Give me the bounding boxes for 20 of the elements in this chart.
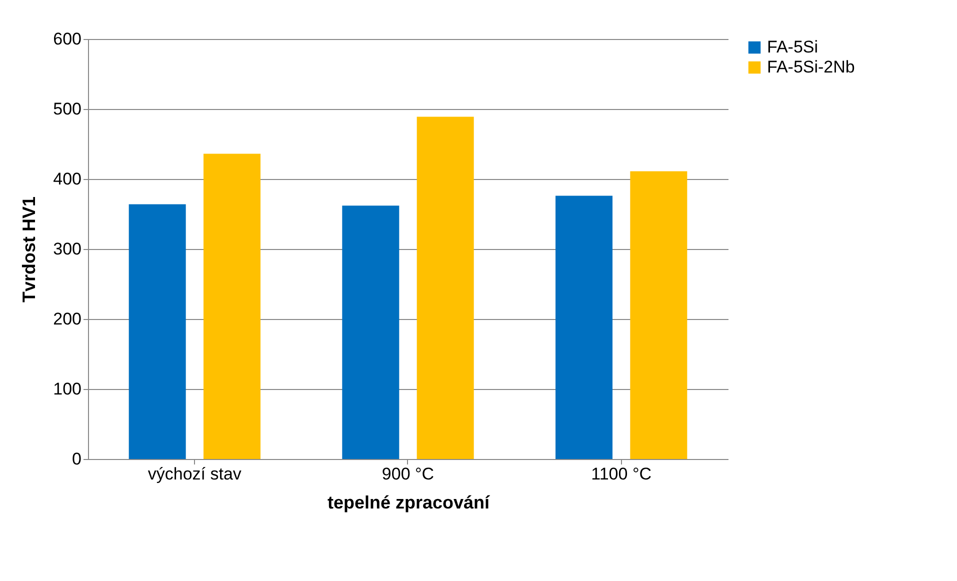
y-tick-label: 100 — [53, 380, 82, 398]
y-tick-label: 0 — [72, 450, 82, 468]
y-axis-title: Tvrdost HV1 — [19, 196, 40, 303]
x-axis-title: tepelné zpracování — [327, 492, 491, 512]
y-tick-label: 500 — [53, 100, 82, 118]
y-tick-label: 400 — [53, 170, 82, 188]
y-tick-label: 600 — [53, 30, 82, 48]
bar — [556, 196, 612, 459]
legend-label: FA-5Si-2Nb — [767, 58, 855, 76]
bar — [416, 116, 474, 459]
bar — [128, 204, 186, 459]
y-tick-label: 200 — [53, 310, 82, 328]
bar — [630, 171, 688, 459]
legend-label: FA-5Si — [767, 38, 818, 56]
x-tick-label: výchozí stav — [148, 464, 242, 484]
x-tick-label: 900 °C — [382, 464, 434, 484]
x-tick-label: 1100 °C — [591, 464, 652, 484]
y-tick-label: 300 — [53, 240, 82, 258]
bar — [342, 206, 400, 459]
bar — [204, 154, 260, 459]
